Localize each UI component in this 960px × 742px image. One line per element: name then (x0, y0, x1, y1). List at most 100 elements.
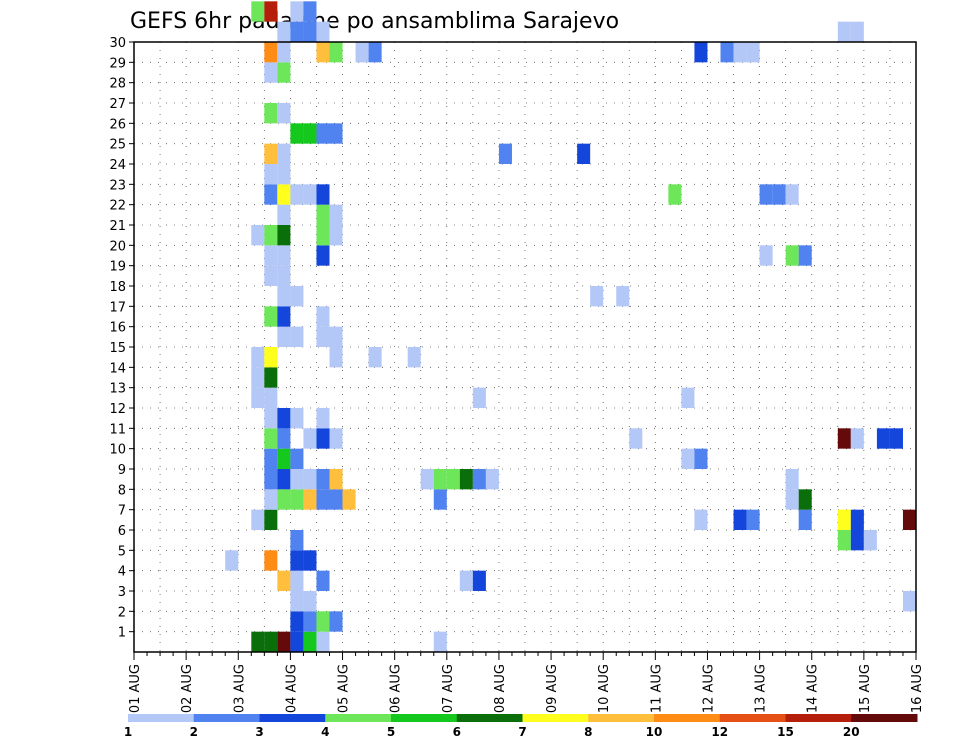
precip-cell (329, 611, 343, 632)
precip-cell (251, 509, 265, 530)
y-tick-label: 5 (118, 544, 126, 559)
precip-cell (264, 428, 278, 449)
precip-cell (329, 42, 343, 63)
precip-cell (277, 631, 291, 652)
precip-cell (316, 428, 330, 449)
y-tick-label: 2 (118, 605, 126, 620)
precip-cell (251, 1, 265, 22)
x-tick-label: 05 AUG (337, 664, 352, 713)
precip-cell (264, 448, 278, 469)
precip-cell (720, 42, 734, 63)
precipitation-cells (225, 1, 916, 652)
precip-cell (277, 21, 291, 42)
y-tick-label: 1 (118, 626, 126, 641)
precip-cell (759, 245, 773, 266)
precip-cell (798, 489, 812, 510)
precip-cell (251, 347, 265, 368)
legend-swatch (259, 714, 326, 722)
precip-cell (303, 1, 317, 22)
legend-swatch (851, 714, 918, 722)
y-tick-label: 7 (118, 504, 126, 519)
x-tick-label: 14 AUG (806, 664, 821, 713)
precip-cell (303, 550, 317, 571)
precip-cell (329, 123, 343, 144)
precip-cell (850, 530, 864, 551)
legend-swatch (391, 714, 458, 722)
precip-cell (316, 631, 330, 652)
precip-cell (459, 469, 473, 490)
precip-cell (277, 184, 291, 205)
precip-cell (472, 570, 486, 591)
legend-swatch (719, 714, 786, 722)
precip-cell (368, 347, 382, 368)
precip-cell (303, 489, 317, 510)
x-tick-label: 12 AUG (701, 664, 716, 713)
precip-cell (290, 591, 304, 612)
legend-level-label: 15 (777, 725, 794, 739)
precip-cell (303, 428, 317, 449)
color-legend: 1 2 3 4 5 6 7 8 10 12 15 20 (124, 714, 918, 739)
precip-cell (433, 489, 447, 510)
precip-cell (277, 489, 291, 510)
precip-cell (277, 225, 291, 246)
y-tick-label: 16 (109, 321, 126, 336)
precip-cell (290, 408, 304, 429)
precip-cell (498, 143, 512, 164)
y-tick-label: 14 (109, 361, 126, 376)
precip-cell (290, 1, 304, 22)
y-tick-label: 15 (109, 341, 126, 356)
precip-cell (316, 306, 330, 327)
precip-cell (316, 123, 330, 144)
x-tick-label: 08 AUG (493, 664, 508, 713)
y-tick-label: 22 (109, 199, 126, 214)
precip-cell (264, 631, 278, 652)
x-tick-label: 13 AUG (754, 664, 769, 713)
precip-cell (264, 550, 278, 571)
precip-cell (316, 21, 330, 42)
precip-cell (303, 469, 317, 490)
y-tick-label: 30 (109, 36, 126, 51)
y-tick-label: 18 (109, 280, 126, 295)
precip-cell (837, 21, 851, 42)
precip-cell (277, 103, 291, 124)
precip-cell (290, 611, 304, 632)
precip-cell (785, 469, 799, 490)
y-tick-label: 27 (109, 97, 126, 112)
y-tick-label: 4 (118, 565, 126, 580)
y-tick-label: 24 (109, 158, 126, 173)
precip-cell (264, 1, 278, 22)
precip-cell (225, 550, 239, 571)
precip-cell (446, 469, 460, 490)
precip-cell (277, 265, 291, 286)
precip-cell (902, 509, 916, 530)
precip-cell (850, 509, 864, 530)
precip-cell (290, 123, 304, 144)
precip-cell (316, 489, 330, 510)
y-tick-label: 10 (109, 443, 126, 458)
precip-cell (577, 143, 591, 164)
y-tick-label: 8 (118, 483, 126, 498)
precip-cell (472, 387, 486, 408)
legend-swatch (193, 714, 260, 722)
x-tick-label: 10 AUG (597, 664, 612, 713)
precip-cell (290, 184, 304, 205)
precip-cell (316, 408, 330, 429)
precip-cell (616, 286, 630, 307)
precip-cell (329, 428, 343, 449)
precip-cell (485, 469, 499, 490)
precip-cell (433, 469, 447, 490)
precip-cell (329, 469, 343, 490)
precip-cell (342, 489, 356, 510)
precip-cell (329, 489, 343, 510)
precip-cell (303, 611, 317, 632)
legend-swatch (588, 714, 655, 722)
y-tick-label: 17 (109, 300, 126, 315)
precip-cell (316, 184, 330, 205)
x-tick-label: 04 AUG (284, 664, 299, 713)
legend-swatch (654, 714, 721, 722)
precip-cell (264, 469, 278, 490)
legend-swatch (128, 714, 195, 722)
precip-cell (681, 448, 695, 469)
precip-cell (290, 286, 304, 307)
precip-cell (694, 448, 708, 469)
